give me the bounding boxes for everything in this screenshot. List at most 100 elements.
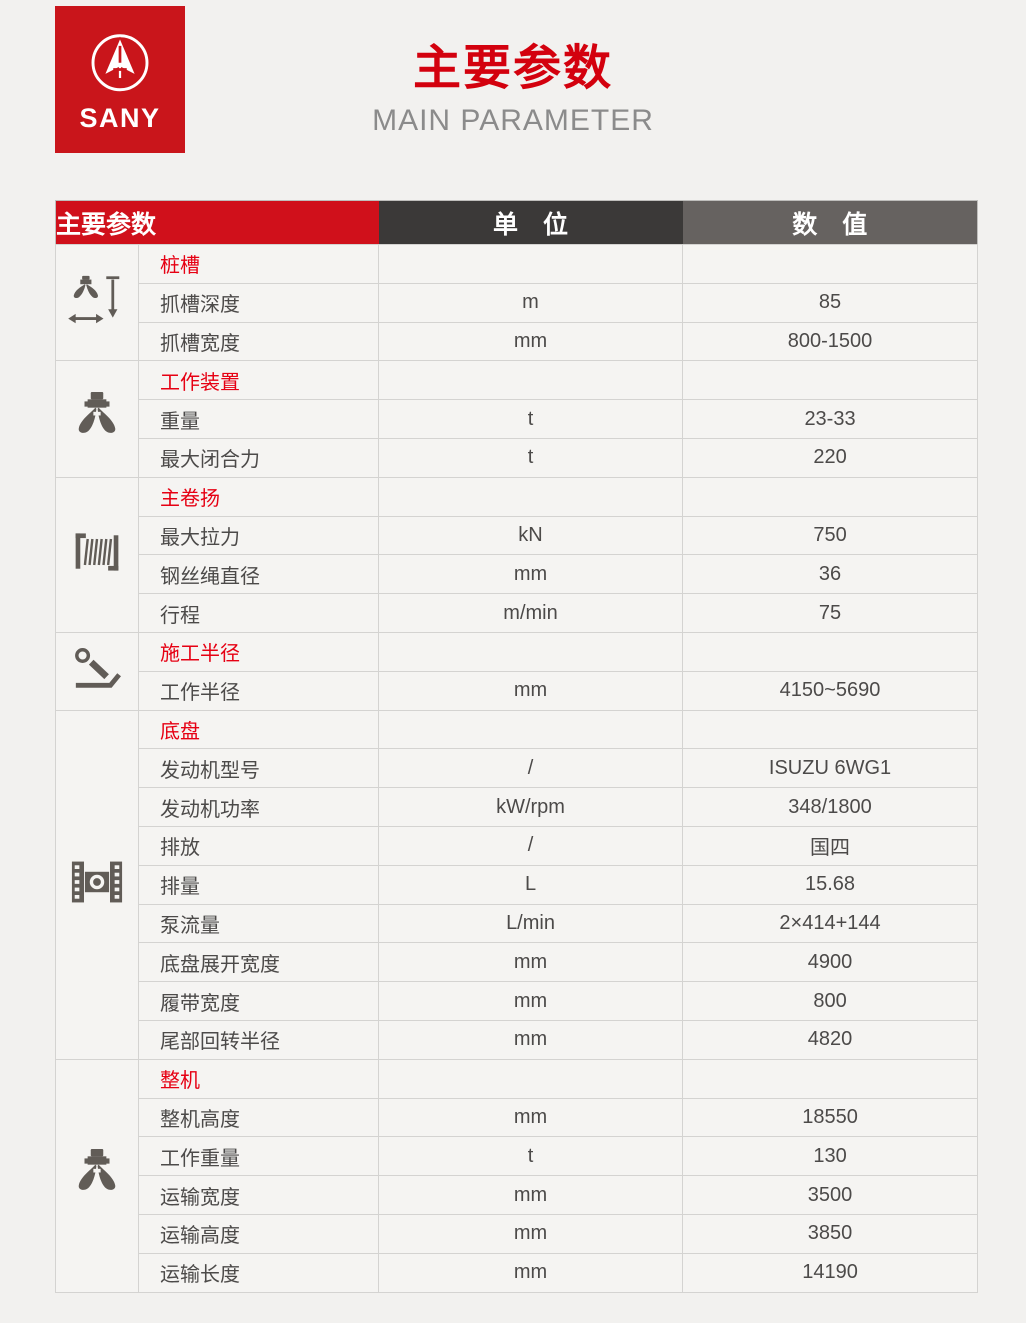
column-header-param: 主要参数	[55, 200, 379, 245]
param-name: 工作半径	[137, 670, 380, 711]
param-unit: L/min	[378, 903, 684, 944]
grab-depth-width-icon	[67, 274, 127, 326]
param-unit: t	[378, 399, 684, 439]
param-value: 75	[682, 593, 979, 633]
winch-icon	[71, 531, 123, 573]
param-name: 整机高度	[137, 1097, 380, 1138]
table-row: 发动机型号 / ISUZU 6WG1	[56, 748, 979, 789]
param-value: 4900	[682, 942, 979, 983]
empty-unit-cell	[378, 1058, 684, 1099]
param-value: 15.68	[682, 864, 979, 905]
section-title-row: 主卷扬	[55, 476, 979, 633]
section-title-row: 整机	[55, 1058, 979, 1293]
param-value: 36	[682, 554, 979, 595]
param-value: 348/1800	[682, 787, 979, 827]
grab-tool-icon-cell	[55, 360, 139, 478]
section-title: 施工半径	[137, 631, 380, 672]
table-row: 泵流量 L/min 2×414+144	[56, 903, 979, 944]
param-value: 800-1500	[682, 321, 979, 362]
table-row: 发动机功率 kW/rpm 348/1800	[56, 787, 979, 827]
param-value: 750	[682, 515, 979, 556]
section-title-row: 施工半径	[55, 631, 979, 711]
table-row: 排放 / 国四	[56, 825, 979, 866]
table-row: 底盘展开宽度 mm 4900	[56, 942, 979, 983]
param-unit: t	[378, 437, 684, 478]
table-row: 行程 m/min 75	[56, 593, 979, 633]
page-subtitle: MAIN PARAMETER	[372, 104, 654, 137]
param-value: 3850	[682, 1213, 979, 1254]
table-row: 最大闭合力 t 220	[56, 437, 979, 478]
section-title: 工作装置	[137, 360, 380, 401]
param-name: 发动机功率	[137, 787, 380, 827]
table-row: 钢丝绳直径 mm 36	[56, 554, 979, 595]
param-name: 最大拉力	[137, 515, 380, 556]
empty-value-cell	[682, 476, 979, 517]
working-radius-icon	[72, 646, 122, 690]
param-unit: kN	[378, 515, 684, 556]
table-row: 抓槽深度 m 85	[56, 282, 979, 323]
sany-logo: SANY	[55, 6, 185, 153]
param-unit: mm	[378, 1213, 684, 1254]
param-unit: /	[378, 825, 684, 866]
param-unit: L	[378, 864, 684, 905]
param-unit: mm	[378, 1097, 684, 1138]
section-title: 桩槽	[137, 244, 380, 284]
param-name: 尾部回转半径	[137, 1019, 380, 1060]
param-value: 800	[682, 981, 979, 1021]
empty-unit-cell	[378, 244, 684, 284]
param-unit: mm	[378, 670, 684, 711]
param-value: 4150~5690	[682, 670, 979, 711]
param-value: ISUZU 6WG1	[682, 748, 979, 789]
param-name: 钢丝绳直径	[137, 554, 380, 595]
table-row: 整机高度 mm 18550	[56, 1097, 979, 1138]
param-unit: mm	[378, 554, 684, 595]
param-value: 3500	[682, 1175, 979, 1215]
param-value: 4820	[682, 1019, 979, 1060]
param-name: 排放	[137, 825, 380, 866]
param-name: 运输长度	[137, 1252, 380, 1293]
param-unit: m	[378, 282, 684, 323]
param-unit: mm	[378, 1252, 684, 1293]
param-value: 14190	[682, 1252, 979, 1293]
param-value: 23-33	[682, 399, 979, 439]
table-header-row: 主要参数 单 位 数 值	[55, 200, 978, 245]
grab-tool-icon	[76, 391, 118, 441]
crawler-track-icon-cell	[55, 709, 139, 1060]
table-row: 履带宽度 mm 800	[56, 981, 979, 1021]
sany-logo-text: SANY	[79, 103, 161, 133]
grab-depth-width-icon-cell	[55, 243, 139, 362]
empty-value-cell	[682, 631, 979, 672]
param-value: 18550	[682, 1097, 979, 1138]
grab-tool-icon-cell	[55, 1058, 139, 1293]
crawler-track-icon	[71, 859, 123, 905]
column-header-value: 数 值	[682, 200, 978, 245]
param-unit: /	[378, 748, 684, 789]
param-name: 工作重量	[137, 1136, 380, 1177]
param-unit: mm	[378, 1019, 684, 1060]
param-unit: mm	[378, 981, 684, 1021]
table-row: 运输高度 mm 3850	[56, 1213, 979, 1254]
param-name: 重量	[137, 399, 380, 439]
section-title-row: 工作装置	[55, 360, 979, 478]
section-title: 底盘	[137, 709, 380, 750]
grab-tool-icon	[76, 1148, 118, 1198]
param-unit: t	[378, 1136, 684, 1177]
winch-icon-cell	[55, 476, 139, 633]
empty-unit-cell	[378, 476, 684, 517]
param-unit: mm	[378, 321, 684, 362]
empty-unit-cell	[378, 709, 684, 750]
section-title: 主卷扬	[137, 476, 380, 517]
param-name: 发动机型号	[137, 748, 380, 789]
table-row: 重量 t 23-33	[56, 399, 979, 439]
param-value: 85	[682, 282, 979, 323]
param-name: 运输高度	[137, 1213, 380, 1254]
empty-unit-cell	[378, 360, 684, 401]
param-unit: m/min	[378, 593, 684, 633]
sany-logo-mark-icon	[91, 34, 149, 92]
table-row: 工作重量 t 130	[56, 1136, 979, 1177]
empty-value-cell	[682, 360, 979, 401]
table-row: 排量 L 15.68	[56, 864, 979, 905]
param-name: 底盘展开宽度	[137, 942, 380, 983]
table-row: 最大拉力 kN 750	[56, 515, 979, 556]
